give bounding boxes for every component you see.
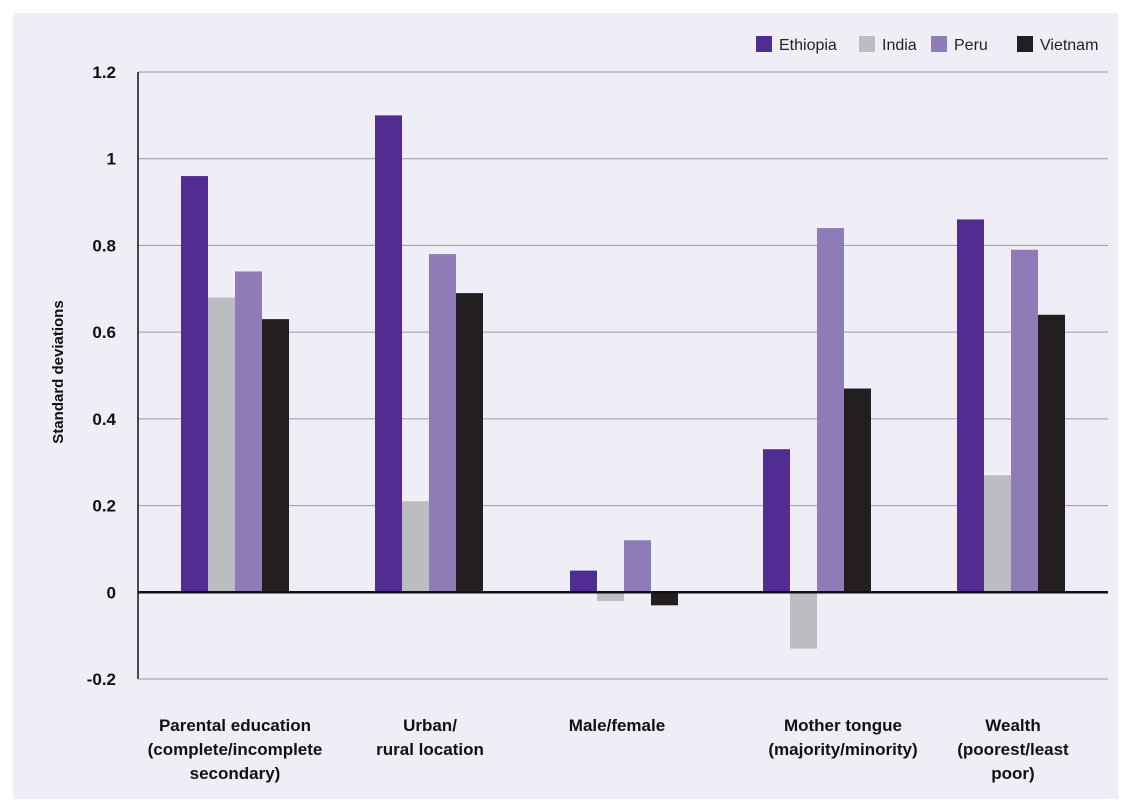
bar-vietnam — [651, 592, 678, 606]
y-tick-labels: 1.2 1 0.8 0.6 0.4 0.2 0 -0.2 — [87, 63, 117, 689]
bar-peru — [817, 228, 844, 593]
legend-swatch-vietnam — [1017, 36, 1033, 52]
bar-ethiopia — [763, 449, 790, 593]
bar-peru — [429, 254, 456, 593]
category-label: Male/female — [569, 716, 665, 735]
y-tick-label: 0.4 — [92, 410, 116, 429]
y-tick-label: 1 — [107, 150, 116, 169]
legend-swatch-peru — [931, 36, 947, 52]
category-label: Wealth (poorest/least poor) — [957, 716, 1069, 783]
bar-ethiopia — [957, 219, 984, 593]
chart-background — [13, 13, 1118, 800]
legend-label-ethiopia: Ethiopia — [779, 37, 837, 54]
category-label: Parental education (complete/incomplete se… — [148, 716, 323, 783]
y-tick-label: 0.2 — [92, 497, 116, 516]
bar-india — [597, 592, 624, 601]
legend-swatch-india — [859, 36, 875, 52]
bar-india — [402, 501, 429, 593]
bar-india — [984, 475, 1011, 593]
axes — [137, 72, 1108, 680]
legend-label-india: India — [882, 37, 917, 54]
legend-label-vietnam: Vietnam — [1040, 37, 1098, 54]
y-tick-label: 0.8 — [92, 236, 116, 255]
bar-india — [790, 592, 817, 649]
bar-india — [208, 297, 235, 593]
bar-ethiopia — [181, 176, 208, 593]
legend: Ethiopia India Peru Vietnam — [756, 36, 1098, 54]
category-label: Mother tongue (majority/minority) — [768, 716, 917, 759]
legend-swatch-ethiopia — [756, 36, 772, 52]
bar-vietnam — [844, 388, 871, 593]
y-tick-label: 1.2 — [92, 63, 116, 82]
y-tick-label: 0.6 — [92, 323, 116, 342]
bar-ethiopia — [375, 115, 402, 593]
bar-vietnam — [456, 293, 483, 593]
bar-peru — [235, 271, 262, 593]
y-tick-label: -0.2 — [87, 670, 116, 689]
bar-vietnam — [1038, 314, 1065, 593]
bar-peru — [624, 540, 651, 593]
legend-label-peru: Peru — [954, 37, 988, 54]
bar-peru — [1011, 249, 1038, 593]
bar-ethiopia — [570, 570, 597, 593]
bars — [181, 115, 1065, 649]
y-axis-label: Standard deviations — [50, 300, 67, 443]
y-tick-label: 0 — [107, 583, 116, 602]
category-labels: Parental education (complete/incomplete se… — [148, 716, 1069, 783]
category-label: Urban/rural location — [376, 716, 484, 759]
bar-vietnam — [262, 319, 289, 593]
